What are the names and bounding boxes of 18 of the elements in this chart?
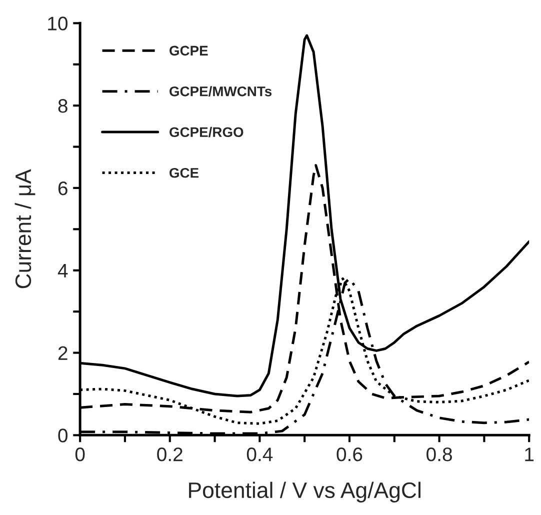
y-tick-label: 0 xyxy=(58,428,68,442)
y-tick-label: 6 xyxy=(58,181,68,196)
legend-label: GCE xyxy=(170,168,199,178)
y-tick-label: 4 xyxy=(58,264,68,278)
x-tick-label: 0.6 xyxy=(336,447,362,462)
y-tick-label: 2 xyxy=(58,346,68,360)
y-tick-label: 10 xyxy=(48,16,68,30)
legend-label: GCPE xyxy=(170,46,208,56)
legend-label: GCPE/RGO xyxy=(170,126,244,138)
x-tick-label: 0.2 xyxy=(157,447,182,462)
x-axis-title: Potential / V vs Ag/AgCl xyxy=(189,482,420,502)
x-tick-label: 1 xyxy=(525,448,534,462)
y-tick-label: 8 xyxy=(58,99,68,113)
x-tick-label: 0.4 xyxy=(246,447,273,462)
x-tick-label: 0 xyxy=(75,447,85,462)
x-tick-label: 0.8 xyxy=(426,447,452,462)
y-axis-title: Current / μA xyxy=(14,169,36,288)
legend-label: GCPE/MWCNTs xyxy=(170,86,272,96)
